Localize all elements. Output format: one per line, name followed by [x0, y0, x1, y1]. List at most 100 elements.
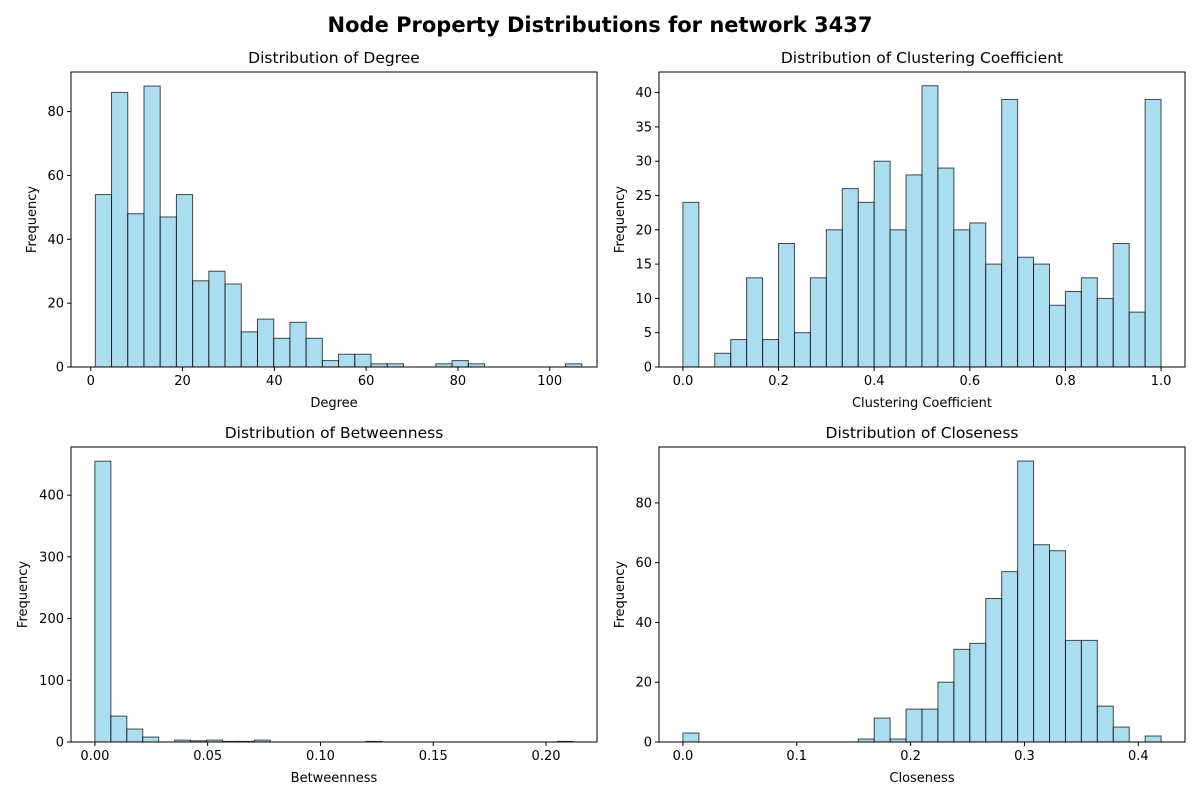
y-tick-label: 60 — [635, 556, 652, 571]
x-axis-label: Betweenness — [291, 771, 378, 786]
histogram-bar — [94, 460, 112, 743]
y-tick-label: 40 — [635, 616, 652, 631]
y-tick-label: 0 — [644, 361, 652, 376]
histogram-bar — [905, 174, 923, 368]
x-tick-label: 0.2 — [768, 374, 789, 389]
histogram-bar — [142, 736, 160, 743]
histogram-bar — [825, 229, 843, 368]
histogram-bar — [338, 353, 356, 368]
subplot-clustering: 0.0 0.2 0.4 0.6 0.8 1.0 0 5 10 15 20 25 30 35 40 Distri… — [613, 49, 1186, 411]
y-tick-label: 20 — [635, 223, 652, 238]
x-tick-label: 0.0 — [673, 749, 694, 764]
plot-area — [70, 71, 598, 368]
x-tick-label: 0 — [87, 374, 95, 389]
x-axis-label: Degree — [310, 396, 357, 411]
histogram-bar — [321, 360, 340, 368]
y-tick-label: 200 — [39, 612, 64, 627]
histogram-bar — [224, 283, 242, 368]
histogram-bar — [305, 337, 323, 368]
x-tick-label: 60 — [358, 374, 375, 389]
histogram-bar — [985, 598, 1003, 743]
histogram-bar — [1048, 304, 1066, 368]
x-tick-label: 100 — [537, 374, 562, 389]
histogram-bar — [208, 270, 226, 368]
histogram-bar — [1064, 639, 1082, 743]
subplot-title: Distribution of Betweenness — [225, 424, 444, 442]
histogram-bar — [841, 188, 859, 368]
histogram-bar — [1064, 291, 1082, 368]
histogram-bar — [127, 213, 145, 368]
histogram-bar — [937, 681, 955, 743]
histogram-bar — [354, 353, 372, 368]
histogram-bar — [159, 216, 177, 368]
plot-area — [658, 446, 1186, 743]
x-axis-label: Closeness — [889, 771, 954, 786]
y-tick-label: 40 — [635, 86, 652, 101]
histogram-bar — [1096, 705, 1114, 743]
histogram-bar — [240, 331, 258, 368]
histogram-bar — [793, 332, 811, 368]
histogram-bar — [857, 201, 875, 368]
x-tick-label: 20 — [174, 374, 191, 389]
histogram-bar — [94, 194, 113, 368]
histogram-bar — [1144, 98, 1162, 368]
x-tick-label: 0.05 — [193, 749, 222, 764]
y-tick-label: 100 — [39, 674, 64, 689]
histogram-bar — [1080, 277, 1098, 368]
histogram-bar — [1017, 460, 1035, 743]
y-tick-label: 20 — [47, 297, 64, 312]
x-tick-label: 0.0 — [673, 374, 694, 389]
y-tick-label: 5 — [644, 326, 652, 341]
histogram-bar — [889, 229, 907, 368]
histogram-bar — [778, 243, 795, 368]
histogram-bar — [1112, 726, 1130, 743]
histogram-bar — [762, 339, 780, 368]
y-tick-label: 15 — [635, 258, 652, 273]
histogram-bar — [192, 280, 210, 368]
x-tick-label: 0.2 — [900, 749, 921, 764]
x-tick-label: 0.20 — [532, 749, 561, 764]
plot-area — [70, 446, 598, 743]
y-tick-label: 80 — [47, 105, 64, 120]
histogram-bar — [969, 642, 987, 743]
histogram-bar — [873, 717, 891, 743]
histogram-bar — [921, 708, 939, 743]
histogram-bar — [1080, 639, 1098, 743]
histogram-bar — [1001, 98, 1019, 368]
x-tick-label: 80 — [450, 374, 467, 389]
y-axis-label: Frequency — [613, 561, 628, 628]
histogram-bar — [953, 229, 971, 368]
histogram-bar — [746, 277, 764, 368]
subplot-title: Distribution of Degree — [248, 49, 420, 67]
y-tick-label: 10 — [635, 292, 652, 307]
histogram-bar — [905, 708, 923, 743]
x-tick-label: 0.15 — [419, 749, 448, 764]
subplot-title: Distribution of Clustering Coefficient — [781, 49, 1063, 67]
x-tick-label: 0.6 — [959, 374, 980, 389]
y-tick-label: 80 — [635, 496, 652, 511]
histogram-bar — [1033, 263, 1050, 368]
plot-area — [658, 71, 1186, 368]
y-tick-label: 25 — [635, 189, 652, 204]
subplot-title: Distribution of Closeness — [826, 424, 1019, 442]
histogram-bar — [175, 194, 194, 368]
x-tick-label: 0.4 — [864, 374, 885, 389]
histogram-bar — [953, 648, 971, 743]
x-tick-label: 0.00 — [80, 749, 109, 764]
x-tick-label: 1.0 — [1151, 374, 1172, 389]
histogram-bar — [809, 277, 827, 368]
histogram-bar — [1144, 735, 1162, 743]
y-tick-label: 30 — [635, 155, 652, 170]
x-tick-label: 0.8 — [1055, 374, 1076, 389]
histogram-bar — [1112, 243, 1130, 368]
histogram-bar — [921, 85, 939, 368]
y-tick-label: 20 — [635, 676, 652, 691]
y-axis-label: Frequency — [613, 186, 628, 253]
histogram-bar — [126, 728, 144, 743]
y-tick-label: 0 — [56, 736, 64, 751]
histogram-bar — [111, 91, 129, 368]
histogram-bar — [937, 167, 955, 368]
x-tick-label: 0.4 — [1128, 749, 1149, 764]
y-tick-label: 0 — [644, 736, 652, 751]
